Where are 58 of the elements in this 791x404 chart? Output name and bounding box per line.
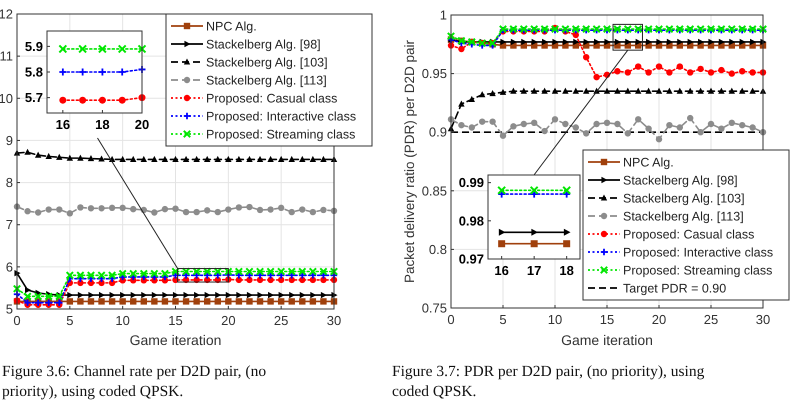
legend-label: Stackelberg Alg. [113] — [206, 74, 327, 88]
y-tick-label: 1 — [440, 8, 447, 22]
x-tick-label: 10 — [115, 313, 130, 328]
legend-label: Stackelberg Alg. [98] — [206, 38, 321, 52]
x-tick-label: 0 — [447, 312, 455, 327]
x-tick-label: 25 — [274, 313, 288, 328]
y-tick-label: 0.75 — [422, 300, 447, 316]
y-tick-label: 0.8 — [428, 242, 447, 257]
x-tick-label: 15 — [168, 313, 183, 328]
y-tick-label: 6 — [6, 259, 13, 274]
legend-label: Proposed: Streaming class — [623, 264, 772, 278]
x-tick-label: 30 — [756, 312, 770, 327]
x-tick-label: 5 — [66, 313, 74, 328]
legend-label: NPC Alg. — [623, 156, 674, 170]
y-tick-label: 5.8 — [24, 64, 43, 80]
y-tick-label: 9 — [6, 132, 13, 148]
y-tick-label: 0.95 — [422, 66, 447, 82]
x-tick-label: 0 — [13, 313, 21, 328]
x-tick-label: 18 — [95, 117, 110, 132]
legend-label: Proposed: Streaming class — [206, 128, 356, 142]
y-tick-label: 0.85 — [422, 183, 447, 198]
y-tick-label: 0.9 — [428, 124, 447, 140]
x-tick-label: 10 — [548, 312, 562, 327]
legend-label: Proposed: Interactive class — [206, 110, 356, 124]
x-axis-title: Game iteration — [130, 332, 222, 348]
legend-label: Proposed: Interactive class — [623, 246, 774, 260]
y-tick-label: 0.97 — [458, 252, 484, 266]
y-axis-title: Packet delivery ratio (PDR) per D2D pair — [402, 39, 417, 284]
x-tick-label: 20 — [652, 312, 666, 327]
legend-label: Stackelberg Alg. [103] — [623, 192, 745, 206]
y-tick-label: 8 — [6, 175, 13, 190]
y-tick-label: 0.99 — [458, 175, 484, 190]
legend-label: Stackelberg Alg. [113] — [623, 210, 744, 224]
caption: Figure 3.6: Channel rate per D2D pair, (no priority), using coded QPSK. — [2, 363, 266, 400]
x-tick-label: 20 — [134, 117, 150, 132]
caption: Figure 3.7: PDR per D2D pair, (no priority), using coded QPSK. — [392, 363, 705, 400]
x-tick-label: 20 — [221, 313, 236, 328]
y-tick-label: 5.9 — [24, 38, 43, 54]
y-tick-label: 5.7 — [24, 90, 43, 106]
legend-label: Proposed: Casual class — [206, 92, 338, 106]
legend-label: Target PDR = 0.90 — [623, 282, 726, 296]
x-tick-label: 16 — [56, 117, 70, 132]
legend-label: NPC Alg. — [206, 20, 257, 34]
x-tick-label: 25 — [704, 312, 718, 327]
x-tick-label: 16 — [494, 263, 509, 278]
y-tick-label: 0.98 — [458, 213, 484, 228]
x-tick-label: 30 — [326, 313, 342, 328]
x-tick-label: 17 — [526, 263, 542, 278]
y-tick-label: 11 — [0, 48, 13, 64]
x-tick-label: 18 — [559, 263, 574, 278]
y-tick-label: 5 — [6, 302, 13, 316]
x-tick-label: 5 — [499, 312, 507, 327]
x-axis-title: Game iteration — [561, 332, 653, 348]
legend-label: Stackelberg Alg. [98] — [623, 174, 738, 188]
legend-label: Stackelberg Alg. [103] — [206, 56, 328, 70]
x-tick-label: 15 — [600, 312, 614, 327]
y-tick-label: 7 — [6, 217, 13, 232]
legend-label: Proposed: Casual class — [623, 228, 754, 242]
